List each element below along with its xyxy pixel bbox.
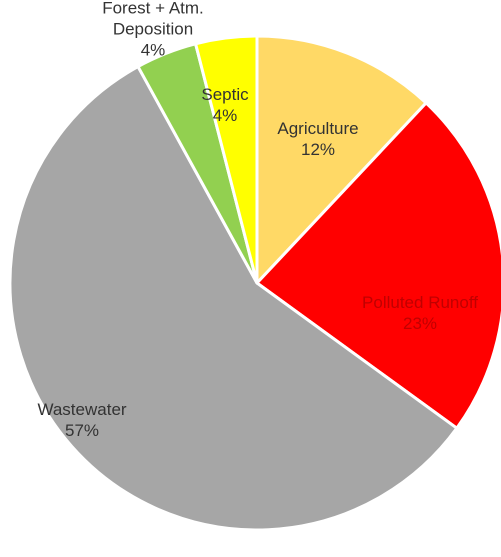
pie-slice-septic [194, 34, 259, 285]
pie-label-wastewater: Wastewater 57% [37, 400, 126, 440]
pie-slice-wastewater [8, 65, 459, 532]
labels-layer: Agriculture 12% Polluted Runoff 23% Wastewat… [37, 0, 478, 440]
pie-slice-agriculture [255, 34, 428, 285]
slice-value-label: 57% [65, 421, 99, 440]
slice-name-label: Deposition [113, 19, 193, 38]
slice-value-label: 12% [301, 140, 335, 159]
slice-name-label: Forest + Atm. [102, 0, 204, 17]
slice-name-label: Agriculture [277, 119, 358, 138]
pie-label-septic: Septic 4% [201, 85, 249, 125]
pie-label-polluted-runoff: Polluted Runoff 23% [362, 293, 478, 333]
slices-layer [8, 34, 501, 532]
pie-label-agriculture: Agriculture 12% [277, 119, 358, 159]
slice-name-label: Polluted Runoff [362, 293, 478, 312]
slice-value-label: 4% [141, 40, 166, 59]
slice-name-label: Septic [201, 85, 249, 104]
slice-value-label: 23% [403, 314, 437, 333]
pie-label-forest-atm-deposition: Forest + Atm. Deposition 4% [102, 0, 204, 59]
slice-name-label: Wastewater [37, 400, 126, 419]
pie-slice-polluted-runoff [255, 101, 501, 430]
slice-value-label: 4% [213, 106, 238, 125]
